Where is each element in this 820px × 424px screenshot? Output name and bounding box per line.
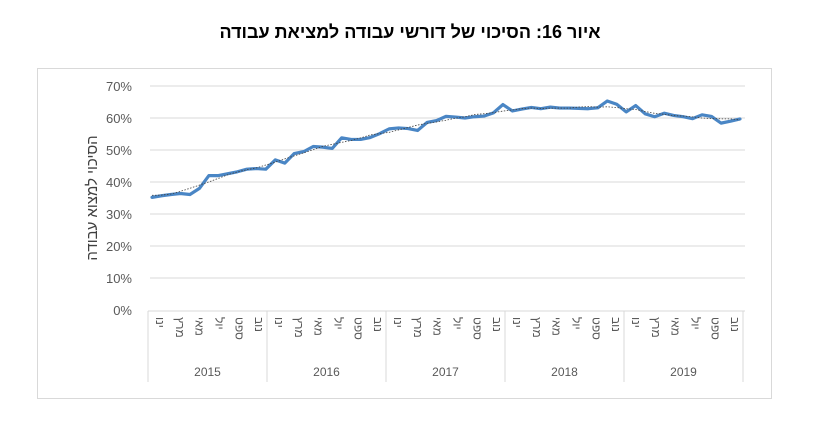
- month-label: נוב: [252, 317, 266, 332]
- month-label: נוב: [609, 317, 623, 332]
- month-label: יול: [451, 317, 465, 330]
- month-label: נוב: [371, 317, 385, 332]
- month-label: יול: [332, 317, 346, 330]
- month-label: ינו: [391, 317, 405, 328]
- y-tick-label: 40%: [106, 175, 132, 190]
- month-label: ינו: [153, 317, 167, 328]
- month-label: ינו: [510, 317, 524, 328]
- y-tick-label: 60%: [106, 111, 132, 126]
- month-label: יול: [689, 317, 703, 330]
- month-label: מרץ: [173, 317, 187, 338]
- y-tick-label: 50%: [106, 143, 132, 158]
- month-label: ינו: [629, 317, 643, 328]
- chart-frame: [37, 68, 772, 399]
- month-label: מאי: [669, 317, 683, 336]
- month-label: ספט: [232, 317, 246, 340]
- year-label: 2019: [670, 365, 697, 379]
- year-label: 2015: [194, 365, 221, 379]
- month-label: ינו: [272, 317, 286, 328]
- month-label: מרץ: [530, 317, 544, 338]
- y-axis-title: הסיכוי למצוא עבודה: [84, 135, 101, 260]
- month-label: יול: [213, 317, 227, 330]
- month-label: נוב: [490, 317, 504, 332]
- month-label: מאי: [431, 317, 445, 336]
- y-tick-label: 20%: [106, 239, 132, 254]
- month-label: מאי: [312, 317, 326, 336]
- year-label: 2016: [313, 365, 340, 379]
- chart-title: איור 16: הסיכוי של דורשי עבודה למציאת עב…: [219, 22, 601, 42]
- y-tick-label: 10%: [106, 271, 132, 286]
- month-label: יול: [570, 317, 584, 330]
- y-tick-label: 30%: [106, 207, 132, 222]
- month-label: ספט: [708, 317, 722, 340]
- month-label: ספט: [589, 317, 603, 340]
- month-label: מרץ: [649, 317, 663, 338]
- month-label: ספט: [470, 317, 484, 340]
- year-label: 2018: [551, 365, 578, 379]
- month-label: מרץ: [411, 317, 425, 338]
- y-tick-label: 70%: [106, 79, 132, 94]
- month-label: מאי: [550, 317, 564, 336]
- trend-line: [151, 106, 741, 196]
- year-label: 2017: [432, 365, 459, 379]
- month-label: ספט: [351, 317, 365, 340]
- month-label: נוב: [728, 317, 742, 332]
- data-line: [150, 99, 742, 199]
- month-label: מאי: [193, 317, 207, 336]
- y-tick-label: 0%: [113, 303, 132, 318]
- month-label: מרץ: [292, 317, 306, 338]
